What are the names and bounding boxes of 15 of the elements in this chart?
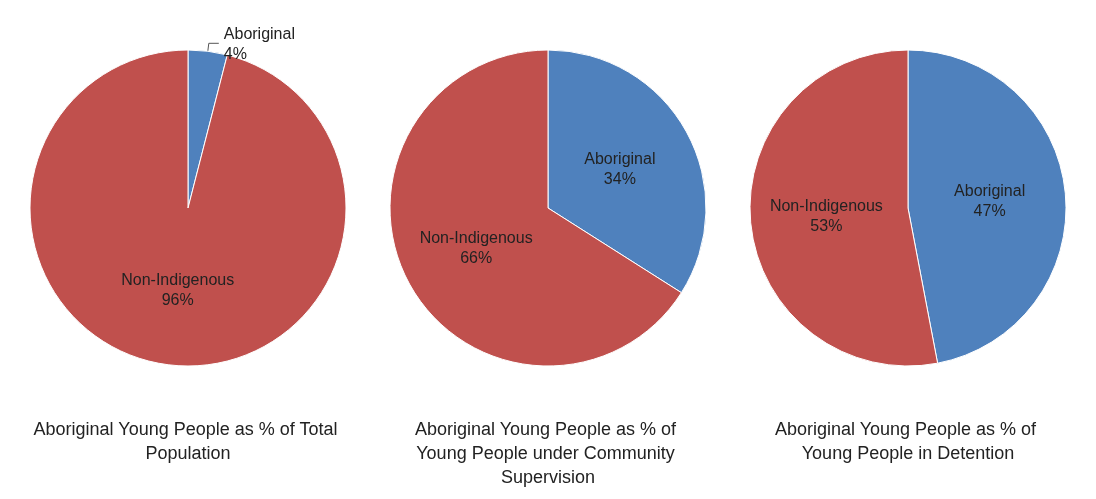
slice-label: Non-Indigenous — [419, 229, 533, 246]
slice-label: Non-Indigenous — [121, 270, 235, 288]
slice-label: Aboriginal — [223, 24, 295, 42]
text: Aboriginal Young People as % of Young People in Detention — [774, 419, 1042, 463]
data-label: 47% — [973, 201, 1006, 219]
data-label: 34% — [603, 170, 636, 187]
slice-label: Aboriginal — [584, 150, 656, 167]
data-label: 4% — [223, 44, 247, 62]
slice-label: Aboriginal — [954, 181, 1026, 199]
text: Aboriginal Young People as % of Young People under Community Supervision — [414, 419, 682, 487]
data-label: 96% — [161, 290, 194, 308]
data-label: 66% — [460, 249, 493, 266]
text: Aboriginal Young People as % of Total Population — [33, 419, 343, 463]
slice-label: Non-Indigenous — [769, 197, 883, 215]
data-label: 53% — [810, 217, 843, 235]
